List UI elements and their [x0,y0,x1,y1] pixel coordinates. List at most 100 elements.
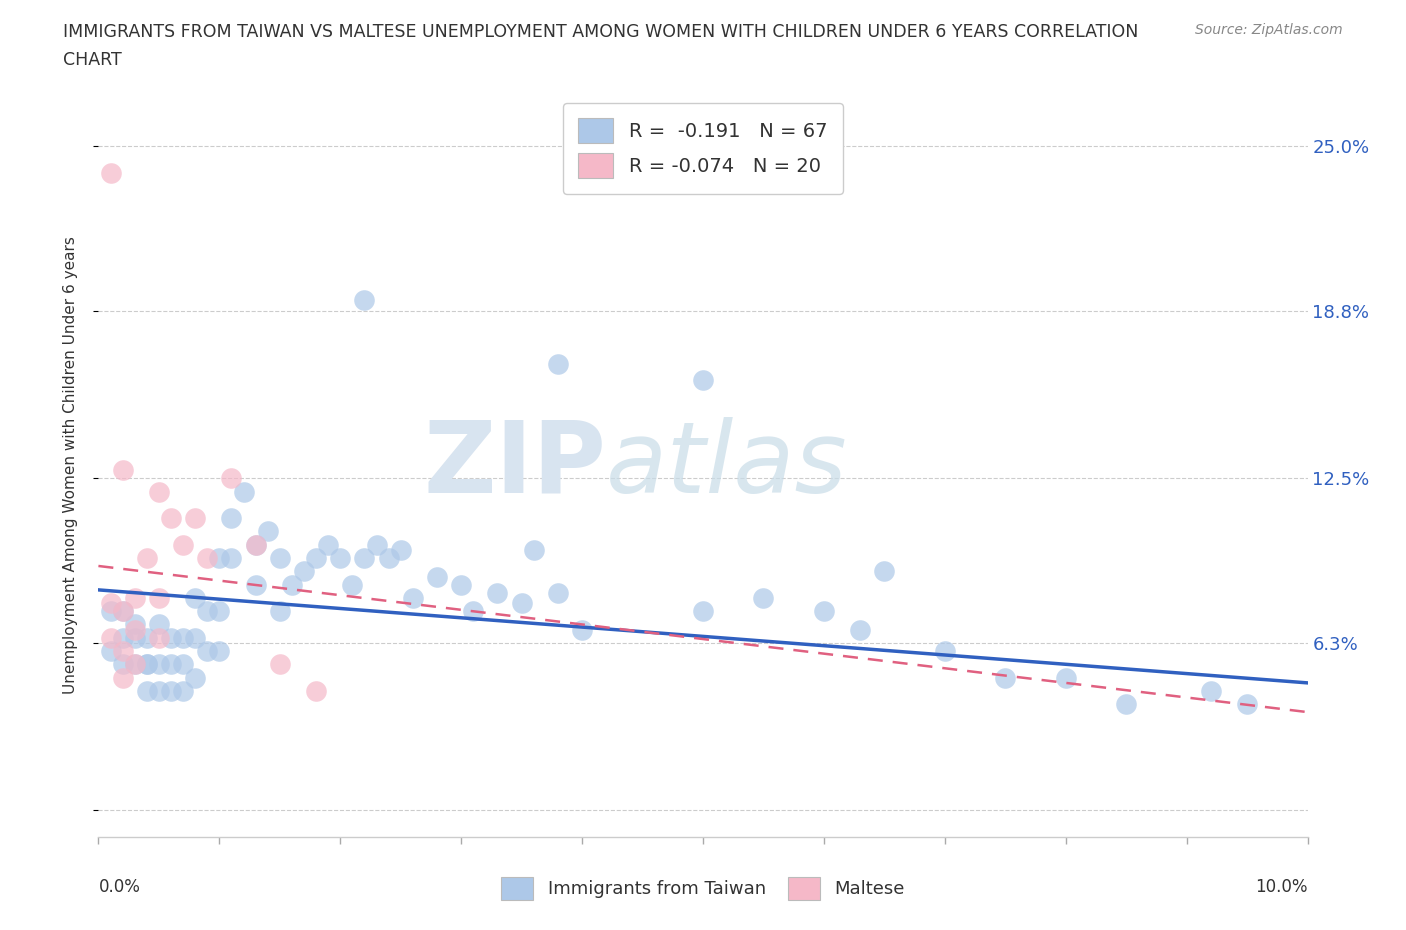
Text: CHART: CHART [63,51,122,69]
Text: IMMIGRANTS FROM TAIWAN VS MALTESE UNEMPLOYMENT AMONG WOMEN WITH CHILDREN UNDER 6: IMMIGRANTS FROM TAIWAN VS MALTESE UNEMPL… [63,23,1139,41]
Point [934,644,956,658]
Point [124,591,146,605]
Y-axis label: Unemployment Among Women with Children Under 6 years: Unemployment Among Women with Children U… [63,236,77,694]
Point [353,293,375,308]
Point [849,622,872,637]
Point [692,373,714,388]
Point [256,524,278,538]
Point [111,463,134,478]
Point [305,684,328,698]
Point [463,604,485,618]
Point [172,538,194,552]
Point [232,485,254,499]
Point [111,644,134,658]
Point [184,511,207,525]
Legend: R =  -0.191   N = 67, R = -0.074   N = 20: R = -0.191 N = 67, R = -0.074 N = 20 [562,102,844,193]
Point [160,657,183,671]
Point [148,657,170,671]
Point [245,578,267,592]
Point [148,485,170,499]
Point [426,569,449,584]
Point [184,591,207,605]
Point [100,631,122,645]
Point [100,596,122,611]
Point [148,617,170,631]
Point [208,551,231,565]
Point [245,538,267,552]
Point [111,604,134,618]
Point [1115,697,1137,711]
Point [329,551,352,565]
Point [111,671,134,685]
Point [148,631,170,645]
Point [1054,671,1077,685]
Point [269,657,291,671]
Point [195,604,218,618]
Point [366,538,388,552]
Point [124,622,146,637]
Point [510,596,533,611]
Point [547,356,569,371]
Point [111,631,134,645]
Point [111,604,134,618]
Point [124,631,146,645]
Point [692,604,714,618]
Point [124,617,146,631]
Point [124,657,146,671]
Point [389,542,412,557]
Point [269,604,291,618]
Point [172,684,194,698]
Point [100,604,122,618]
Point [184,671,207,685]
Point [571,622,593,637]
Point [245,538,267,552]
Point [450,578,472,592]
Point [135,657,157,671]
Point [316,538,339,552]
Point [100,166,122,180]
Point [342,578,364,592]
Point [1236,697,1258,711]
Point [547,585,569,600]
Point [208,644,231,658]
Point [994,671,1017,685]
Point [111,657,134,671]
Point [160,684,183,698]
Legend: Immigrants from Taiwan, Maltese: Immigrants from Taiwan, Maltese [494,870,912,907]
Point [208,604,231,618]
Point [292,564,315,578]
Point [221,471,243,485]
Point [813,604,835,618]
Point [100,644,122,658]
Point [195,644,218,658]
Point [269,551,291,565]
Point [221,511,243,525]
Point [523,542,546,557]
Point [377,551,399,565]
Point [486,585,509,600]
Point [124,657,146,671]
Point [305,551,328,565]
Point [135,631,157,645]
Point [873,564,896,578]
Point [221,551,243,565]
Text: 0.0%: 0.0% [98,878,141,896]
Text: 10.0%: 10.0% [1256,878,1308,896]
Text: Source: ZipAtlas.com: Source: ZipAtlas.com [1195,23,1343,37]
Point [402,591,425,605]
Point [148,591,170,605]
Point [1199,684,1222,698]
Point [752,591,775,605]
Point [184,631,207,645]
Point [135,551,157,565]
Point [135,684,157,698]
Text: ZIP: ZIP [423,417,606,513]
Point [195,551,218,565]
Point [160,511,183,525]
Point [148,684,170,698]
Point [172,631,194,645]
Point [135,657,157,671]
Point [353,551,375,565]
Point [281,578,304,592]
Text: atlas: atlas [606,417,848,513]
